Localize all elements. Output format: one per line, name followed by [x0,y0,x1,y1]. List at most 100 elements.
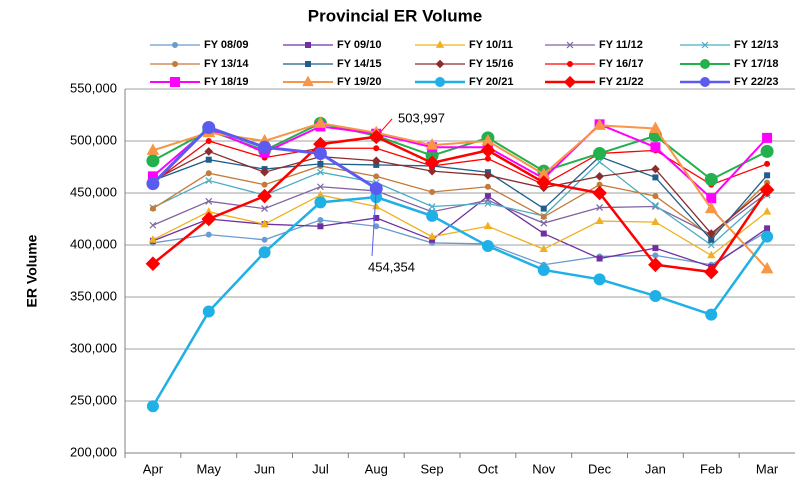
marker [652,245,659,252]
marker [317,223,324,230]
x-tick-label: May [196,461,221,476]
marker [707,250,716,259]
marker [537,263,550,276]
marker [536,175,552,190]
marker [426,209,439,222]
marker [483,221,493,230]
x-tick-label: Jun [254,461,275,476]
series-line [152,150,768,235]
series-line [152,195,768,268]
marker [427,166,437,176]
marker [261,205,269,213]
legend-label: FY 13/14 [204,58,249,70]
chart-title: Provincial ER Volume [308,6,482,25]
marker [428,203,436,210]
plot: 503,997 454,354 [145,110,775,413]
marker [596,255,603,262]
y-tick-label: 550,000 [70,80,117,95]
marker [650,142,661,153]
marker [484,196,492,204]
marker [146,400,159,413]
marker [317,217,324,224]
marker [707,241,715,249]
legend-label: FY 16/17 [599,58,643,70]
marker [373,223,380,230]
marker [540,219,548,227]
marker [146,154,160,168]
marker [593,146,607,160]
marker [649,289,662,302]
marker [261,181,268,188]
marker [540,213,547,220]
marker [703,264,719,280]
marker [313,146,327,160]
series-line [152,160,768,246]
y-tick-label: 250,000 [70,392,117,407]
marker [427,232,437,240]
marker [764,225,771,232]
marker [314,116,327,128]
legend-label: FY 09/10 [337,39,381,51]
marker [205,170,212,177]
legend-label: FY 11/12 [599,39,643,51]
marker [481,240,494,253]
grid: 200,000 250,000 300,000 350,000 400,000 450,0… [70,80,795,476]
marker [205,177,213,184]
annotation-leader [371,188,377,257]
legend-label: FY 14/15 [337,58,381,70]
marker [316,183,324,191]
marker [305,42,311,48]
marker [595,216,604,224]
y-tick-label: 400,000 [70,236,117,251]
marker [540,230,547,237]
x-tick-label: Dec [588,461,612,476]
marker [651,217,660,226]
marker [484,193,491,200]
marker [314,196,327,209]
marker [205,231,212,238]
marker [429,188,436,195]
series-line [152,135,769,274]
marker [260,167,269,177]
series-line [152,155,768,241]
marker [204,147,214,156]
x-tick-label: Aug [365,461,388,476]
y-tick-label: 350,000 [70,288,117,303]
marker [700,59,710,69]
marker [435,40,445,48]
marker [539,244,548,253]
marker [759,182,775,198]
x-tick-label: Mar [756,461,779,476]
marker [760,144,774,158]
marker [761,230,774,243]
marker [651,164,660,174]
y-tick-label: 200,000 [70,444,117,459]
series-line [152,123,768,200]
marker [373,214,380,221]
marker [371,156,381,166]
marker [596,158,604,166]
x-tick-label: Apr [143,461,164,476]
x-tick-label: Nov [532,461,556,476]
marker [145,256,161,272]
marker [205,197,213,205]
marker [593,118,606,130]
series-line [151,195,769,407]
marker [480,143,496,158]
y-tick-label: 300,000 [70,340,117,355]
marker [708,236,715,243]
marker [762,132,773,143]
marker [484,183,491,190]
x-tick-label: Jan [645,461,666,476]
legend-label: FY 22/23 [734,76,778,88]
marker [704,172,718,186]
marker [373,173,380,180]
marker [302,75,314,87]
marker [435,59,445,69]
marker [435,77,445,87]
marker [706,229,716,238]
marker [567,61,573,67]
legend: FY 08/09 FY 09/10 FY 10/11 FY 11/12 FY 12/13… [150,39,778,89]
marker [700,77,710,87]
